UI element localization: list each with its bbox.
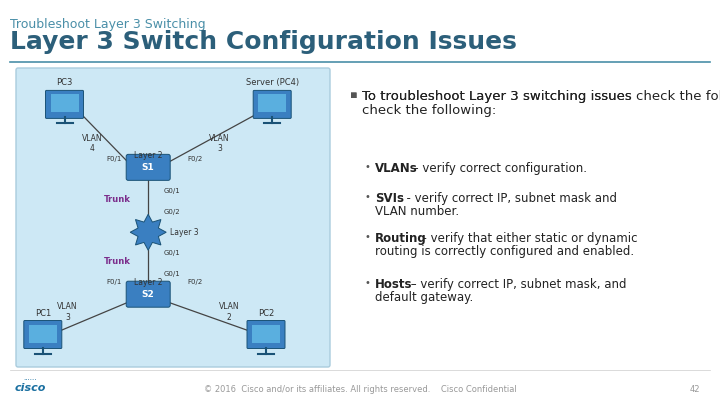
- Text: PC1: PC1: [35, 309, 51, 318]
- FancyBboxPatch shape: [258, 94, 287, 113]
- Text: Trunk: Trunk: [104, 257, 130, 266]
- Text: To troubleshoot Layer 3 switching issues check the following:: To troubleshoot Layer 3 switching issues…: [362, 90, 720, 103]
- Text: G0/1: G0/1: [163, 271, 181, 277]
- Text: Layer 3: Layer 3: [170, 228, 199, 237]
- Text: F0/1: F0/1: [107, 156, 122, 162]
- Text: G0/1: G0/1: [163, 250, 181, 256]
- FancyBboxPatch shape: [252, 324, 280, 343]
- Text: PC2: PC2: [258, 309, 274, 318]
- Text: VLAN
3: VLAN 3: [58, 302, 78, 322]
- Text: Trunk: Trunk: [104, 195, 130, 204]
- Text: F0/2: F0/2: [187, 279, 202, 286]
- Text: •: •: [365, 232, 371, 242]
- FancyBboxPatch shape: [29, 324, 57, 343]
- FancyBboxPatch shape: [253, 90, 291, 118]
- Text: ▪: ▪: [350, 90, 358, 100]
- Text: ▪: ▪: [350, 90, 358, 100]
- Text: Troubleshoot Layer 3 Switching: Troubleshoot Layer 3 Switching: [10, 18, 206, 31]
- Polygon shape: [130, 214, 166, 250]
- Text: default gateway.: default gateway.: [375, 291, 473, 304]
- Text: - verify that either static or dynamic: - verify that either static or dynamic: [415, 232, 637, 245]
- Text: VLAN number.: VLAN number.: [375, 205, 459, 218]
- Text: Layer 2: Layer 2: [134, 151, 163, 160]
- Text: VLAN
2: VLAN 2: [218, 302, 239, 322]
- Text: F0/1: F0/1: [107, 279, 122, 286]
- Text: Layer 2: Layer 2: [134, 278, 163, 287]
- FancyBboxPatch shape: [126, 281, 170, 307]
- FancyBboxPatch shape: [126, 154, 170, 180]
- Text: PC3: PC3: [56, 79, 73, 87]
- Text: SVIs: SVIs: [375, 192, 404, 205]
- Text: S1: S1: [142, 163, 155, 172]
- Text: Layer 3 Switch Configuration Issues: Layer 3 Switch Configuration Issues: [10, 30, 517, 54]
- Text: - verify correct IP, subnet mask and: - verify correct IP, subnet mask and: [399, 192, 617, 205]
- Text: To troubleshoot Layer 3 switching issues: To troubleshoot Layer 3 switching issues: [362, 90, 631, 103]
- FancyBboxPatch shape: [45, 90, 84, 118]
- Text: ......: ......: [23, 375, 37, 381]
- Text: •: •: [365, 162, 371, 172]
- FancyBboxPatch shape: [24, 320, 62, 348]
- Text: – verify correct configuration.: – verify correct configuration.: [409, 162, 587, 175]
- Text: Hosts: Hosts: [375, 278, 413, 291]
- Text: Routing: Routing: [375, 232, 427, 245]
- Text: VLAN
3: VLAN 3: [210, 134, 230, 153]
- Text: 42: 42: [690, 386, 700, 394]
- Text: cisco: cisco: [14, 383, 45, 393]
- FancyBboxPatch shape: [50, 94, 78, 113]
- Text: S2: S2: [142, 290, 155, 299]
- Text: F0/2: F0/2: [187, 156, 202, 162]
- FancyBboxPatch shape: [16, 68, 330, 367]
- Text: – verify correct IP, subnet mask, and: – verify correct IP, subnet mask, and: [407, 278, 626, 291]
- Text: VLAN
4: VLAN 4: [82, 134, 103, 153]
- Text: check the following:: check the following:: [362, 104, 496, 117]
- Text: Server (PC4): Server (PC4): [246, 79, 299, 87]
- Text: © 2016  Cisco and/or its affiliates. All rights reserved.    Cisco Confidential: © 2016 Cisco and/or its affiliates. All …: [204, 386, 516, 394]
- FancyBboxPatch shape: [247, 320, 285, 348]
- Text: •: •: [365, 278, 371, 288]
- Text: •: •: [365, 192, 371, 202]
- Text: G0/1: G0/1: [163, 188, 181, 194]
- Text: VLANs: VLANs: [375, 162, 418, 175]
- Text: G0/2: G0/2: [163, 209, 180, 215]
- Text: routing is correctly configured and enabled.: routing is correctly configured and enab…: [375, 245, 634, 258]
